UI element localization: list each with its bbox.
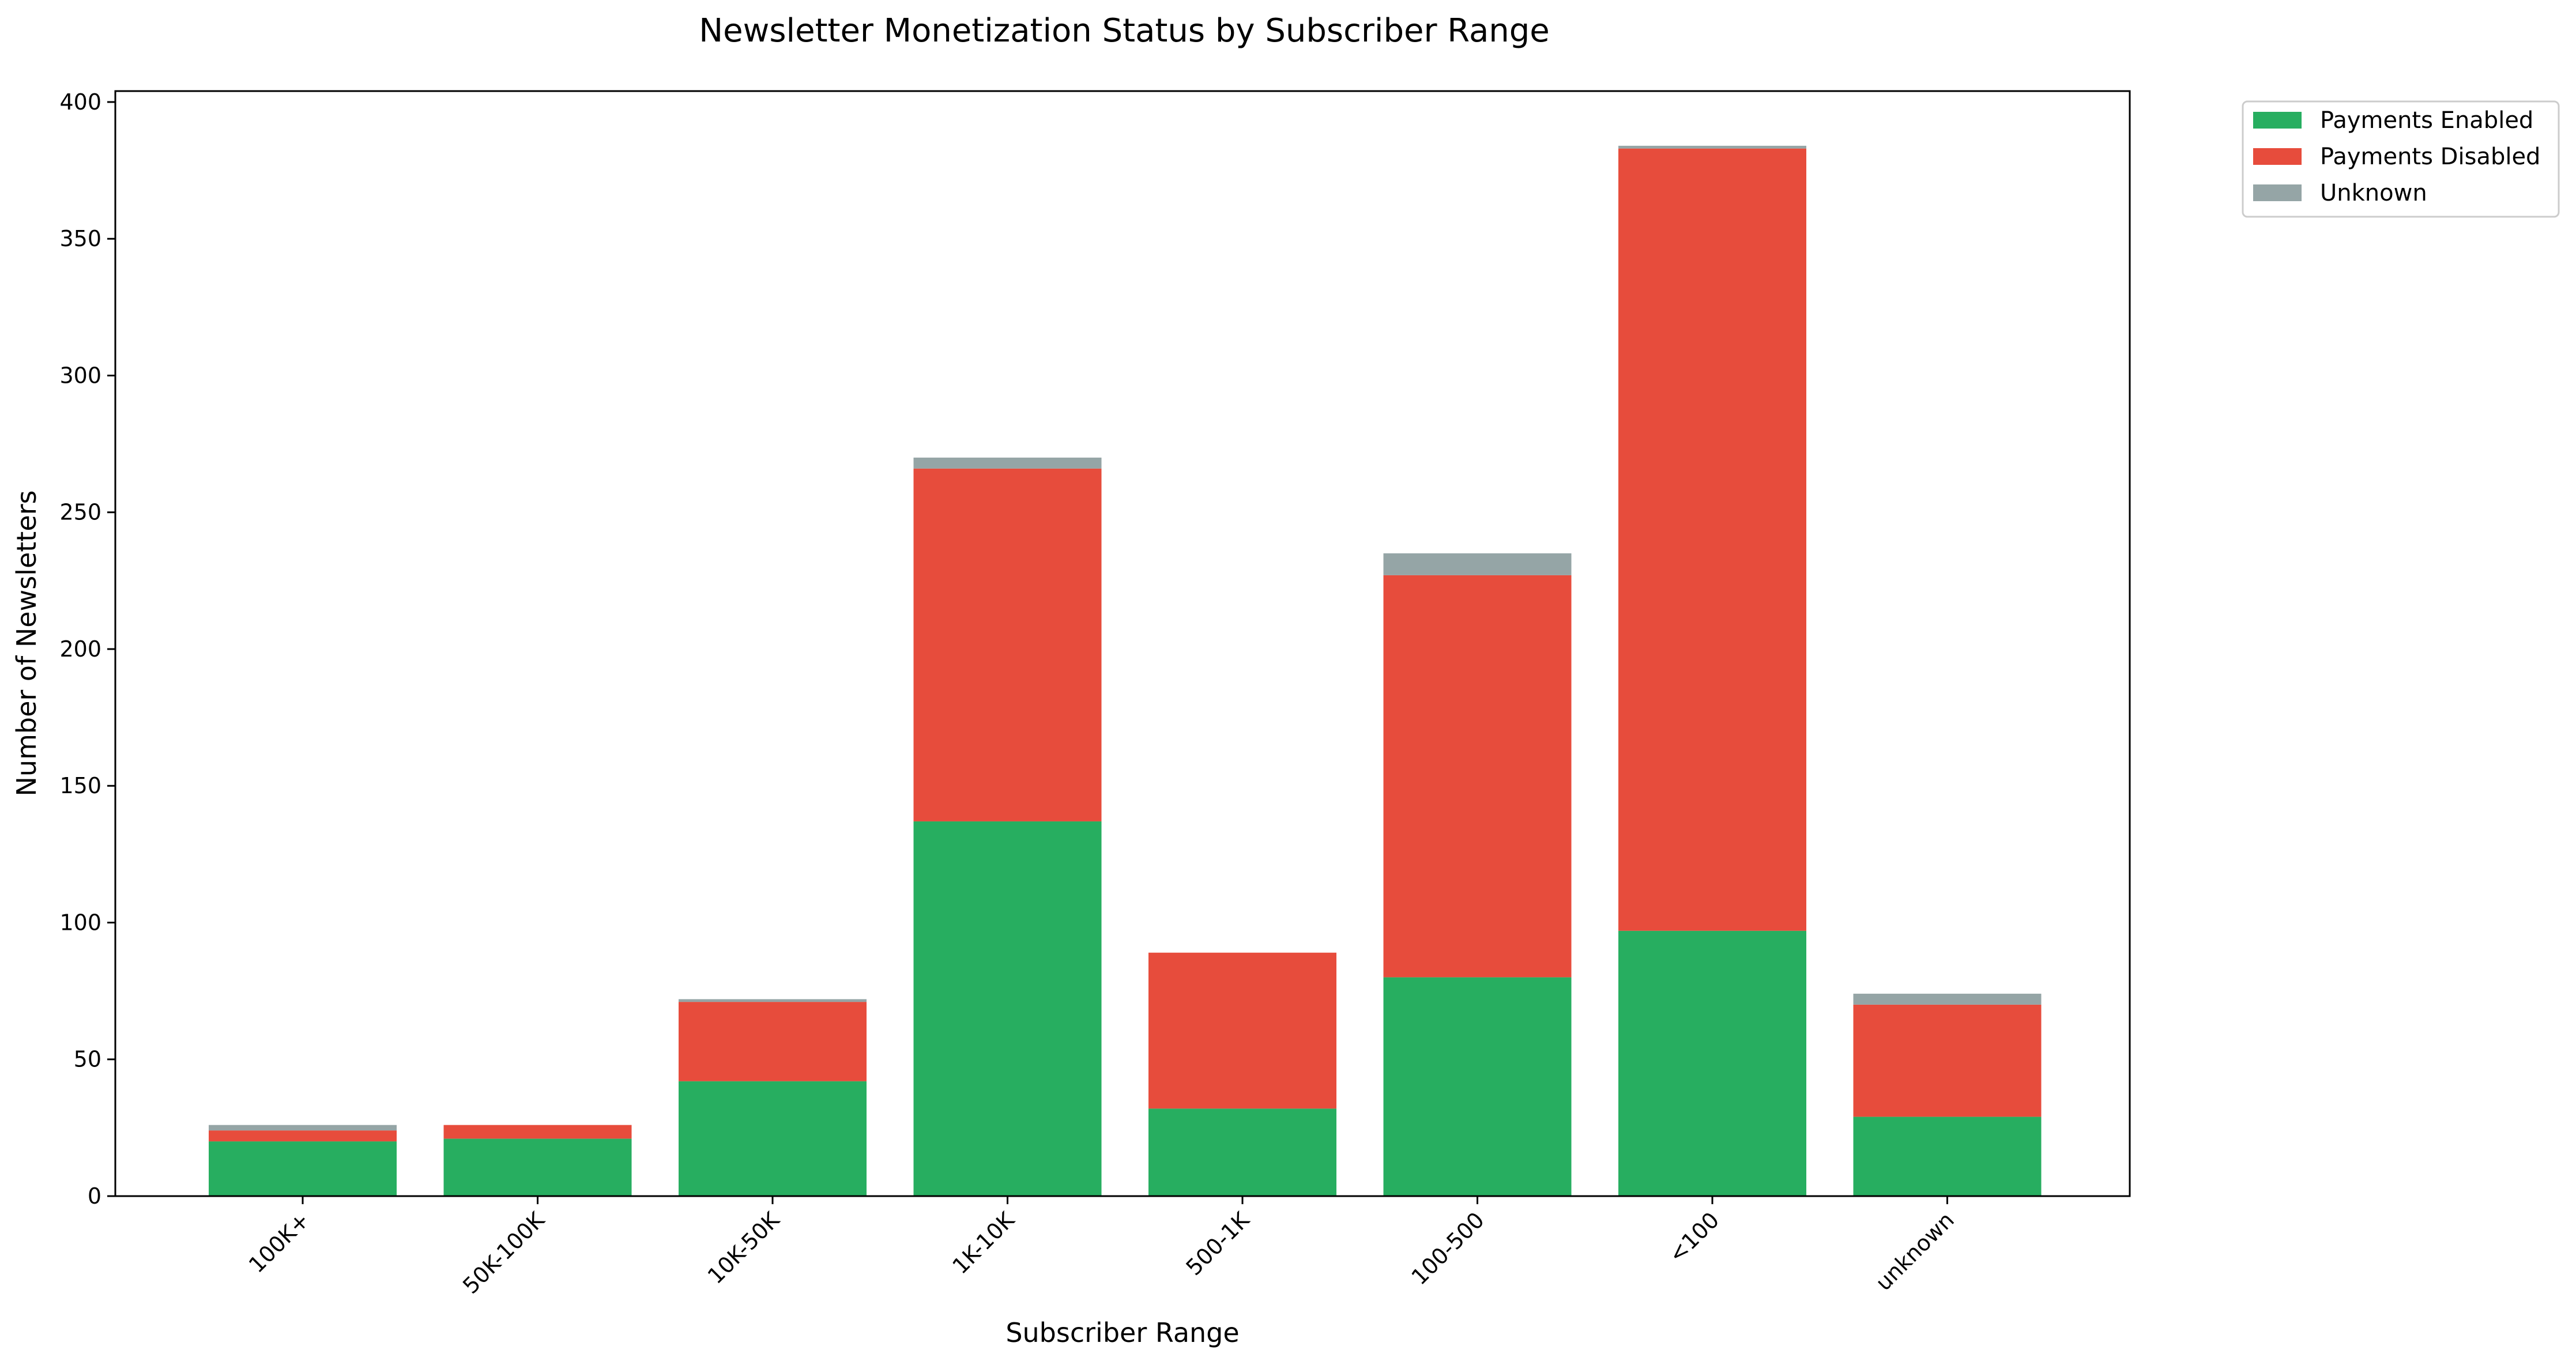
legend-frame bbox=[2242, 100, 2560, 218]
y-tick-label: 200 bbox=[59, 636, 101, 662]
bar-payments-disabled-5 bbox=[1383, 575, 1572, 978]
y-tick-label: 300 bbox=[59, 363, 101, 388]
y-axis-title: Number of Newsletters bbox=[11, 491, 42, 797]
legend-swatch bbox=[2253, 112, 2302, 129]
legend-swatch bbox=[2253, 184, 2302, 201]
bar-unknown-5 bbox=[1383, 553, 1572, 575]
bar-payments-enabled-5 bbox=[1383, 977, 1572, 1196]
bar-payments-disabled-6 bbox=[1618, 148, 1806, 931]
bar-payments-disabled-4 bbox=[1148, 952, 1336, 1109]
bar-payments-enabled-4 bbox=[1148, 1108, 1336, 1196]
y-tick-label: 400 bbox=[59, 89, 101, 115]
plot-frame bbox=[114, 90, 2131, 1197]
bar-payments-enabled-6 bbox=[1618, 930, 1806, 1196]
legend-label: Payments Enabled bbox=[2320, 107, 2533, 134]
legend: Payments Enabled Payments Disabled Unknown bbox=[2242, 100, 2560, 218]
y-tick-label: 150 bbox=[59, 773, 101, 798]
y-tick-label: 250 bbox=[59, 500, 101, 525]
bar-payments-disabled-0 bbox=[209, 1130, 397, 1142]
bar-unknown-6 bbox=[1618, 145, 1806, 149]
x-tick-label: 50K-100K bbox=[458, 1206, 549, 1298]
bar-unknown-2 bbox=[679, 999, 867, 1002]
bar-payments-enabled-0 bbox=[209, 1141, 397, 1196]
y-tick-label: 100 bbox=[59, 910, 101, 935]
bar-payments-disabled-2 bbox=[679, 1002, 867, 1081]
y-tick-label: 350 bbox=[59, 226, 101, 251]
bar-payments-enabled-1 bbox=[443, 1138, 632, 1196]
x-tick-label: 10K-50K bbox=[703, 1206, 785, 1288]
x-tick-label: 1K-10K bbox=[947, 1206, 1019, 1279]
bar-payments-enabled-2 bbox=[679, 1081, 867, 1196]
legend-label: Unknown bbox=[2320, 180, 2427, 206]
x-tick-label: 100-500 bbox=[1406, 1207, 1489, 1289]
x-axis-title: Subscriber Range bbox=[1005, 1317, 1239, 1348]
bars-group bbox=[209, 145, 2042, 1196]
bar-payments-disabled-1 bbox=[443, 1125, 632, 1139]
legend-swatch bbox=[2253, 148, 2302, 165]
y-axis: 0 50 100 150 200 250 300 350 400 bbox=[59, 89, 115, 1209]
x-tick-label: 500-1K bbox=[1181, 1206, 1255, 1280]
bar-payments-enabled-7 bbox=[1853, 1117, 2042, 1196]
bar-unknown-7 bbox=[1853, 993, 2042, 1005]
x-tick-label: unknown bbox=[1871, 1207, 1959, 1295]
chart-title: Newsletter Monetization Status by Subscr… bbox=[699, 12, 1550, 50]
y-tick-label: 0 bbox=[88, 1183, 101, 1209]
x-tick-label: <100 bbox=[1663, 1207, 1724, 1268]
x-axis: 100K+ 50K-100K 10K-50K 1K-10K 500-1K 100-500 <… bbox=[244, 1196, 1959, 1299]
bar-unknown-3 bbox=[913, 457, 1102, 469]
bar-payments-disabled-7 bbox=[1853, 1004, 2042, 1117]
x-tick-label: 100K+ bbox=[244, 1207, 315, 1278]
bar-payments-enabled-3 bbox=[913, 821, 1102, 1196]
legend-label: Payments Disabled bbox=[2320, 144, 2540, 170]
bar-unknown-0 bbox=[209, 1125, 397, 1131]
y-tick-label: 50 bbox=[74, 1047, 101, 1072]
bar-payments-disabled-3 bbox=[913, 468, 1102, 821]
